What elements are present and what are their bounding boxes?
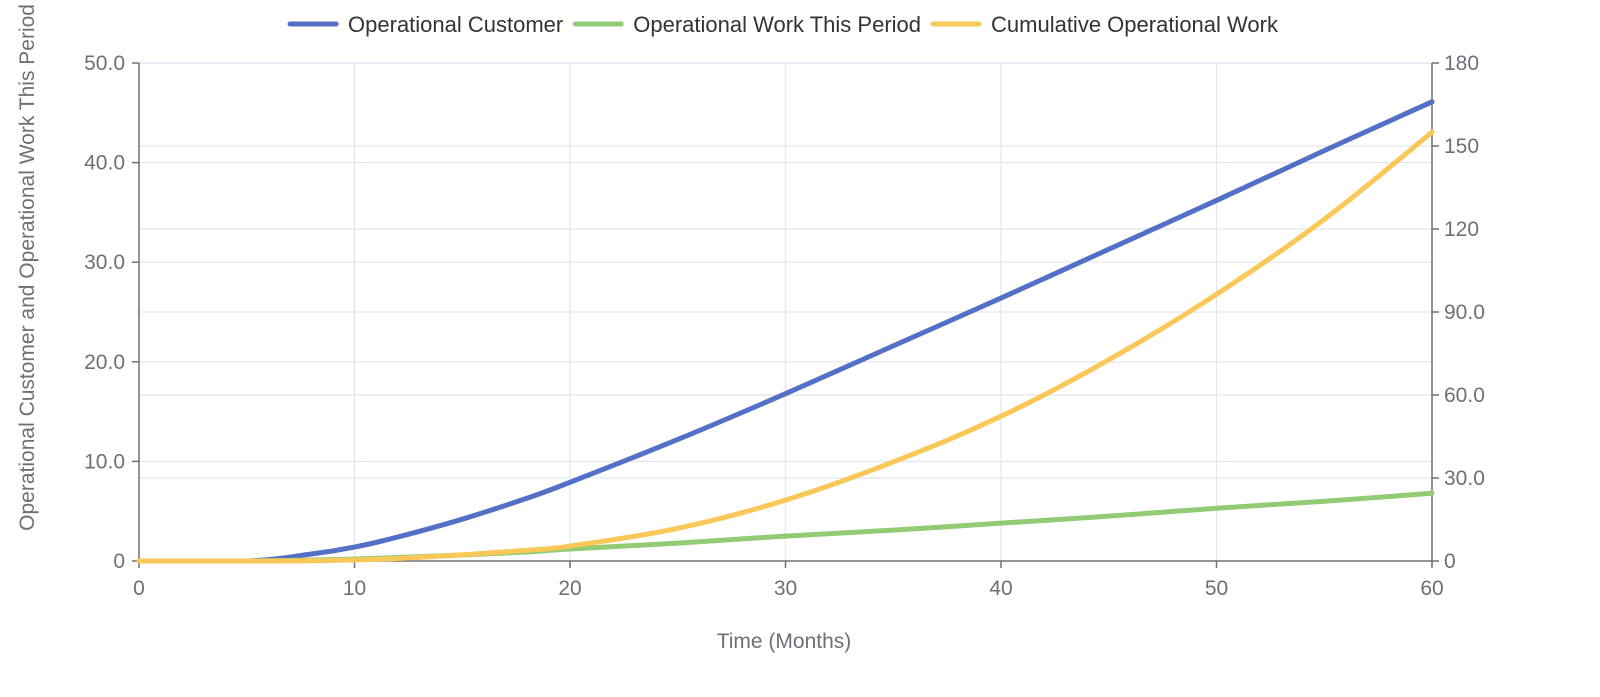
y-axis-right-tick-label: 60.0 <box>1444 384 1485 407</box>
axes: 0 10.0 20.0 30.0 40.0 50.0 0 30.0 60.0 90.0 120 150… <box>84 52 1485 600</box>
y-axis-right-tick-label: 120 <box>1444 218 1479 241</box>
y-axis-right-tick-label: 180 <box>1444 52 1479 75</box>
y-axis-left-tick-label: 50.0 <box>84 52 125 75</box>
grid <box>139 62 1432 561</box>
x-axis-tick-label: 50 <box>1205 577 1228 600</box>
legend-label: Cumulative Operational Work <box>991 12 1279 37</box>
x-axis-tick-label: 60 <box>1420 577 1443 600</box>
legend-item-cumulative-operational-work[interactable]: Cumulative Operational Work <box>930 12 1279 37</box>
x-axis-title: Time (Months) <box>717 630 852 653</box>
y-axis-left-tick-label: 10.0 <box>84 450 125 473</box>
legend-label: Operational Customer <box>348 12 563 37</box>
x-axis-tick-label: 10 <box>343 577 366 600</box>
series-lines <box>136 99 1435 564</box>
y-axis-right-tick-label: 150 <box>1444 135 1479 158</box>
y-axis-left-tick-label: 30.0 <box>84 251 125 274</box>
legend-item-operational-customer[interactable]: Operational Customer <box>287 12 563 37</box>
series-line-operational-customer <box>136 99 1435 564</box>
y-axis-title: Operational Customer and Operational Wor… <box>16 4 39 531</box>
legend-item-operational-work-this-period[interactable]: Operational Work This Period <box>572 12 921 37</box>
series-line-cumulative-operational-work <box>136 129 1435 564</box>
y-axis-left-tick-label: 0 <box>113 550 125 573</box>
legend-label: Operational Work This Period <box>633 12 921 37</box>
legend[interactable]: Operational Customer Operational Work Thi… <box>287 12 1279 37</box>
x-axis-tick-label: 0 <box>133 577 145 600</box>
x-axis-tick-label: 40 <box>989 577 1012 600</box>
y-axis-right-tick-label: 0 <box>1444 550 1456 573</box>
x-axis-tick-label: 20 <box>558 577 581 600</box>
y-axis-right-tick-label: 30.0 <box>1444 467 1485 490</box>
x-axis-tick-label: 30 <box>774 577 797 600</box>
y-axis-left-tick-label: 40.0 <box>84 152 125 175</box>
y-axis-right-tick-label: 90.0 <box>1444 301 1485 324</box>
y-axis-left-tick-label: 20.0 <box>84 351 125 374</box>
